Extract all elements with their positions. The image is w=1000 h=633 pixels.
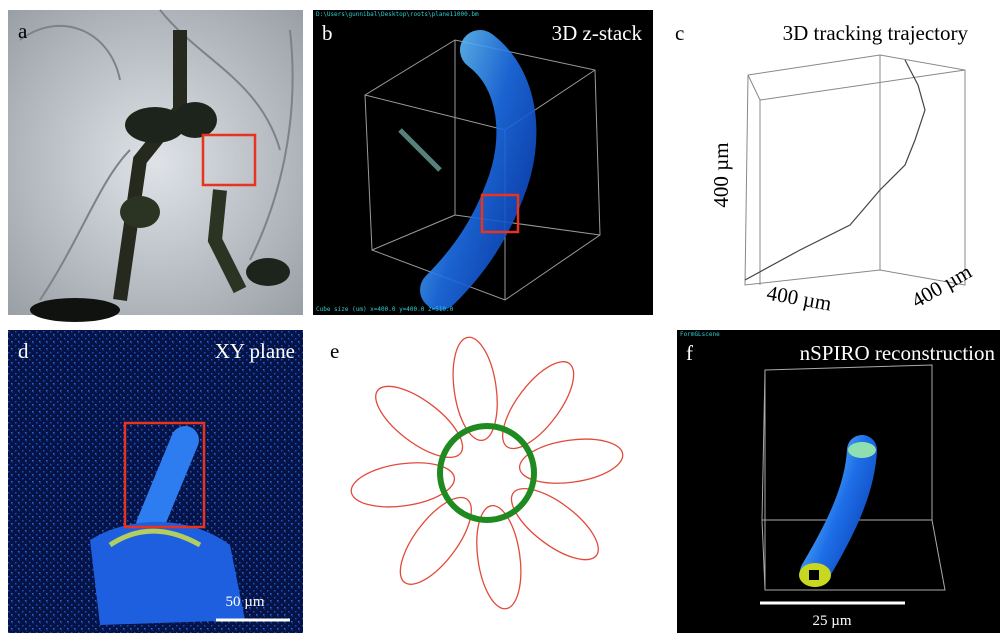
- figure: a b 3D z-stack D:\Users\gunnibal\Desktop…: [0, 0, 1000, 633]
- petal-loop: [388, 487, 484, 595]
- axis-label: 400 µm: [907, 259, 975, 312]
- petal-loop: [365, 374, 473, 470]
- axis-label: 400 µm: [709, 142, 733, 207]
- panel-label: f: [686, 341, 693, 365]
- panel-label: b: [322, 21, 333, 45]
- scale-bar-label: 50 µm: [225, 594, 264, 610]
- petal-loop: [501, 476, 609, 572]
- panel-title: 3D tracking trajectory: [783, 21, 969, 45]
- panel-title: 3D z-stack: [552, 21, 643, 45]
- panel-d: d XY plane 50 µm: [8, 330, 303, 633]
- panel-f: FormGLscene f nSPIRO reconstruction 25 µ…: [677, 330, 1000, 633]
- window-path: D:\Users\gunnibal\Desktop\roots\plane110…: [316, 11, 479, 18]
- panel-label: e: [330, 339, 339, 363]
- axis-label: 400 µm: [765, 281, 833, 316]
- panel-label: c: [675, 21, 684, 45]
- panel-title: nSPIRO reconstruction: [800, 341, 996, 365]
- panel-label: d: [18, 339, 29, 363]
- window-title: FormGLscene: [680, 331, 720, 338]
- panel-e: e: [330, 334, 626, 611]
- center-circle: [440, 426, 534, 520]
- panel-c: c 3D tracking trajectory 400 µm 400 µm 4…: [675, 21, 976, 316]
- panel-title: XY plane: [215, 339, 295, 363]
- cube-size: Cube size (um) x=400.0 y=400.0 z=510.0: [316, 306, 454, 313]
- panel-a: a: [8, 10, 303, 322]
- panel-label: a: [18, 19, 28, 43]
- scale-bar-label: 25 µm: [812, 613, 851, 629]
- petal-loop: [490, 351, 586, 459]
- panel-b: b 3D z-stack D:\Users\gunnibal\Desktop\r…: [313, 10, 653, 315]
